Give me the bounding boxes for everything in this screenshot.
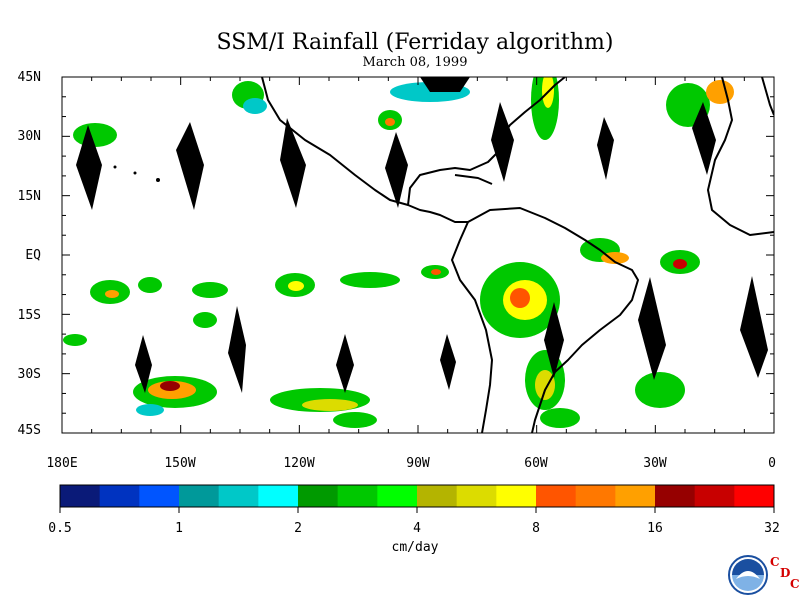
lat-label-eq: EQ [25,248,41,263]
rain-patch-itcz [63,265,449,346]
missing-swath [692,102,716,175]
missing-swath [176,122,204,210]
map-ticks [61,76,775,434]
coastline-africa [707,77,774,236]
missing-swath [597,117,614,180]
lon-label-0: 0 [768,456,776,471]
coastlines [261,77,774,433]
missing-swath [440,334,456,390]
lat-label-45n: 45N [17,70,41,85]
colorbar-label-8: 8 [532,521,540,536]
hawaii-islands [113,165,160,182]
colorbar-label-32: 32 [764,521,780,536]
noaa-logo-icon [728,555,768,595]
missing-swath [740,276,768,378]
coastline-north-america [261,77,468,223]
missing-swath [385,132,408,208]
lon-label-60w: 60W [524,456,548,471]
missing-swath [491,102,514,182]
missing-swath [280,118,306,208]
missing-swath [544,302,564,378]
lon-label-120w: 120W [283,456,315,471]
coastline-cuba [454,174,493,185]
missing-swath [638,277,666,380]
lat-label-30n: 30N [17,129,41,144]
rain-patch-south-america [480,238,700,428]
coastline-south-america-west [451,221,493,433]
colorbar-label-1: 1 [175,521,183,536]
coastline-gulf-florida [407,77,566,206]
missing-swath [76,125,102,210]
colorbar-units: cm/day [391,540,439,555]
rain-patches [63,77,734,428]
lat-label-30s: 30S [17,367,41,382]
coastline-south-america [467,207,639,433]
missing-data-north-atlantic [420,77,470,92]
map-title: SSM/I Rainfall (Ferriday algorithm) [216,30,614,55]
cdc-letter: C [770,555,780,569]
colorbar-label-16: 16 [647,521,663,536]
lon-label-90w: 90W [406,456,430,471]
coastline-europe [761,77,774,116]
lat-label-15s: 15S [17,308,41,323]
missing-data-swaths [76,77,768,393]
map-date: March 08, 1999 [362,55,468,70]
missing-swath [135,335,152,393]
missing-swath [336,334,354,393]
lon-label-30w: 30W [643,456,667,471]
colorbar-label-4: 4 [413,521,421,536]
missing-swath [228,306,246,393]
lat-label-15n: 15N [17,189,41,204]
rain-patch-north-pacific [73,77,734,147]
colorbar-label-0.5: 0.5 [48,521,72,536]
cdc-letter: D [780,566,791,580]
lat-label-45s: 45S [17,423,41,438]
rain-patch-south-pacific [133,376,377,428]
colorbar-label-2: 2 [294,521,302,536]
lon-label-180e: 180E [46,456,78,471]
cdc-letter: C [790,577,800,591]
lon-label-150w: 150W [164,456,196,471]
